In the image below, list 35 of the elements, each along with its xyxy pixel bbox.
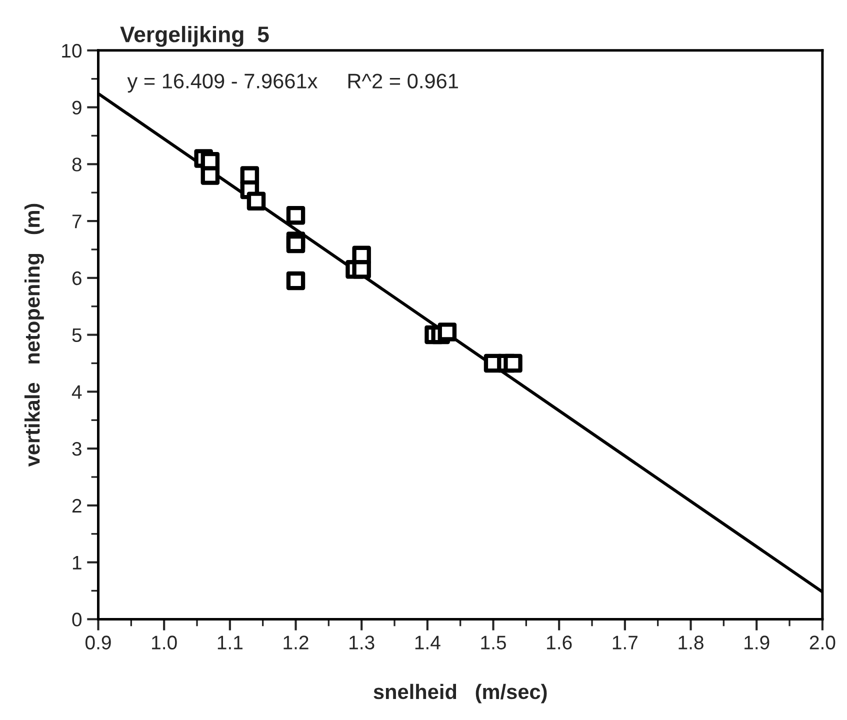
y-tick-label: 7 — [72, 214, 82, 228]
x-tick-label: 1.6 — [547, 636, 572, 650]
y-tick-label: 4 — [72, 385, 82, 399]
y-tick-label: 1 — [72, 556, 82, 570]
y-tick-label: 8 — [72, 158, 82, 172]
x-tick-label: 1.9 — [744, 636, 770, 650]
point — [286, 234, 306, 254]
x-tick-label: 0.9 — [86, 636, 111, 650]
x-tick-label: 1.7 — [612, 636, 638, 650]
annotation: y = 16.409 - 7.9661x R^2 = 0.961 — [127, 74, 458, 93]
x-tick-label: 1.3 — [350, 636, 374, 650]
chart-title: Vergelijking 5 — [120, 26, 269, 47]
y-tick-label: 10 — [62, 44, 82, 58]
point — [352, 260, 371, 279]
y-tick-label: 6 — [72, 271, 82, 286]
x-tick-label: 1.5 — [481, 636, 506, 650]
x-axis-title: snelheid (m/sec) — [374, 684, 547, 704]
y-tick-label: 5 — [72, 328, 82, 342]
point — [286, 206, 306, 225]
y-tick-label: 2 — [72, 498, 82, 512]
x-tick-label: 1.1 — [218, 636, 242, 650]
point — [200, 166, 220, 185]
point — [286, 271, 306, 290]
point — [438, 322, 457, 342]
y-axis-title: vertikale netopening (m) — [24, 204, 44, 467]
y-tick-label: 3 — [72, 442, 82, 456]
point — [246, 192, 266, 210]
point — [504, 354, 522, 373]
x-tick-label: 1.2 — [284, 636, 308, 650]
y-tick-label: 0 — [72, 612, 82, 626]
x-tick-label: 1.4 — [415, 636, 440, 650]
x-tick-label: 1.0 — [152, 636, 177, 650]
y-tick-label: 9 — [72, 100, 82, 115]
x-tick-label: 2.0 — [810, 636, 836, 650]
x-tick-label: 1.8 — [678, 636, 704, 650]
